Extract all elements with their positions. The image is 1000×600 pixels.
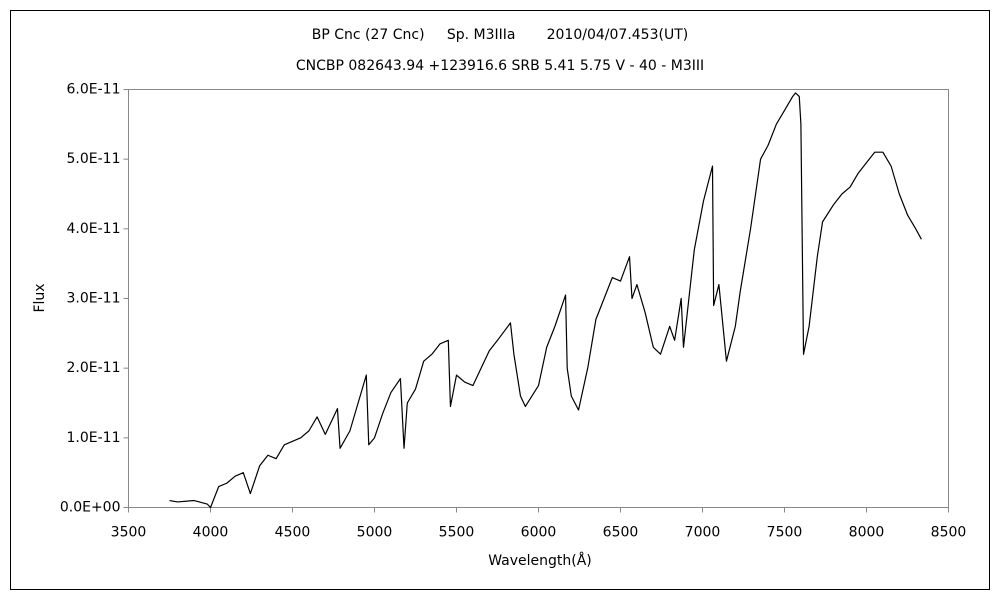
x-tick-label: 3500 <box>111 525 147 541</box>
x-tick-label: 6500 <box>603 525 639 541</box>
y-tick-label: 4.0E-11 <box>67 221 121 237</box>
chart-title: BP Cnc (27 Cnc) Sp. M3IIIa 2010/04/07.45… <box>312 27 688 43</box>
spectrum-line <box>169 92 922 509</box>
x-tick-label: 8500 <box>931 525 967 541</box>
y-tick-label: 1.0E-11 <box>67 430 121 446</box>
y-tick-label: 6.0E-11 <box>67 82 121 98</box>
y-tick-label: 2.0E-11 <box>67 360 121 376</box>
plot-area <box>128 89 949 508</box>
x-tick-label: 7500 <box>767 525 803 541</box>
x-tick-label: 5500 <box>439 525 475 541</box>
x-tick-label: 4000 <box>193 525 229 541</box>
y-axis-label: Flux <box>32 283 48 312</box>
x-axis-label: Wavelength(Å) <box>488 552 592 569</box>
x-tick-label: 4500 <box>275 525 311 541</box>
chart-subtitle: CNCBP 082643.94 +123916.6 SRB 5.41 5.75 … <box>296 58 704 74</box>
x-tick-label: 5000 <box>357 525 393 541</box>
y-tick-label: 5.0E-11 <box>67 151 121 167</box>
y-tick-label: 3.0E-11 <box>67 291 121 307</box>
x-tick-label: 7000 <box>685 525 721 541</box>
x-tick-label: 6000 <box>521 525 557 541</box>
x-tick-label: 8000 <box>849 525 885 541</box>
y-tick-label: 0.0E+00 <box>60 500 121 516</box>
